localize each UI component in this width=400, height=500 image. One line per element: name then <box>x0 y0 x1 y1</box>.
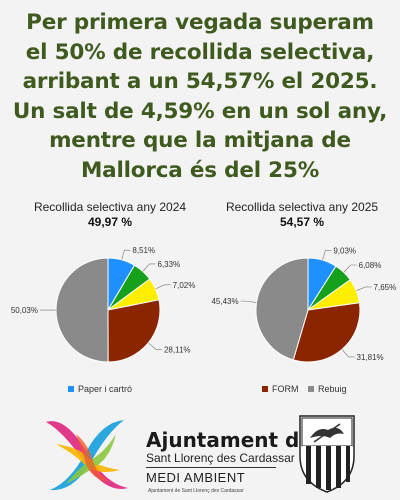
legend-label-paper: Paper i cartró <box>78 384 133 394</box>
pie-1-leader-3 <box>341 349 355 358</box>
pie-1-leader-1 <box>343 264 357 273</box>
pie-1-label-1: 6,08% <box>359 261 382 270</box>
pie-1-slice-4 <box>255 257 309 361</box>
municipal-coat-of-arms-icon <box>299 415 355 493</box>
pie-0-leader-2 <box>155 284 171 290</box>
headline-line: Mallorca és del 25% <box>80 157 320 183</box>
pie-0-label-4: 50,03% <box>11 306 38 315</box>
org-name: Ajuntament de <box>146 428 313 452</box>
headline-line: arribant a un 54,57% el 2025. <box>22 69 378 95</box>
pie-1-label-4: 45,43% <box>211 297 238 306</box>
pie-1-leader-2 <box>356 286 372 291</box>
pie-1-label-0: 9,03% <box>333 246 356 255</box>
legend-item-form: FORM <box>262 384 299 394</box>
chart-2025-title: Recollida selectiva any 2025 <box>225 200 379 214</box>
legend-label-rebuig: Rebuig <box>318 384 347 394</box>
headline-line: Per primera vegada superam <box>26 10 374 35</box>
org-town: Sant Llorenç des Cardassar <box>146 451 295 465</box>
headline-line: mentre que la mitjana de <box>49 128 351 154</box>
legend-swatch-rebuig <box>308 386 314 392</box>
org-department: MEDI AMBIENT <box>146 470 246 485</box>
pie-0-slice-4 <box>55 257 109 363</box>
pie-chart-2024: 8,51%6,33% 7,02% 28,11% 50,03% <box>11 246 196 363</box>
org-divider <box>146 467 276 468</box>
chart-2024-title: Recollida selectiva any 2024 <box>33 200 187 214</box>
pie-0-label-2: 7,02% <box>173 281 196 290</box>
chart-2024-total: 49,97 % <box>87 215 133 229</box>
pie-0-leader-0 <box>121 249 131 260</box>
pie-0-label-0: 8,51% <box>132 246 155 255</box>
legend-item-rebuig: Rebuig <box>308 384 347 394</box>
pie-1-leader-4 <box>240 300 257 303</box>
legend-swatch-form <box>262 386 268 392</box>
pie-0-leader-3 <box>148 342 162 350</box>
pie-1-leader-0 <box>322 250 332 261</box>
legend-item-paper: Paper i cartró <box>68 384 132 394</box>
legend-label-form: FORM <box>272 384 299 394</box>
headline-line: el 50% de recollida selectiva, <box>25 39 375 65</box>
headline: Per primera vegada superam el 50% de rec… <box>6 8 394 186</box>
chart-2025-total: 54,57 % <box>279 215 325 229</box>
org-small-text: Ajuntament de Sant Llorenç des Cardassar <box>148 488 244 494</box>
pie-1-label-3: 31,81% <box>357 353 384 362</box>
legend-swatch-paper <box>68 386 74 392</box>
pie-0-label-1: 6,33% <box>158 260 181 269</box>
pie-0-slice-3 <box>107 299 161 363</box>
pie-0-label-3: 28,11% <box>164 345 191 354</box>
pie-1-label-2: 7,65% <box>374 283 397 292</box>
pie-chart-2025: 9,03%6,08% 7,65% 31,81% 45,43% <box>211 246 397 363</box>
colorful-x-logo-icon <box>46 420 128 491</box>
headline-line: Un salt de 4,59% en un sol any, <box>12 98 388 124</box>
pie-0-leader-1 <box>142 263 156 272</box>
